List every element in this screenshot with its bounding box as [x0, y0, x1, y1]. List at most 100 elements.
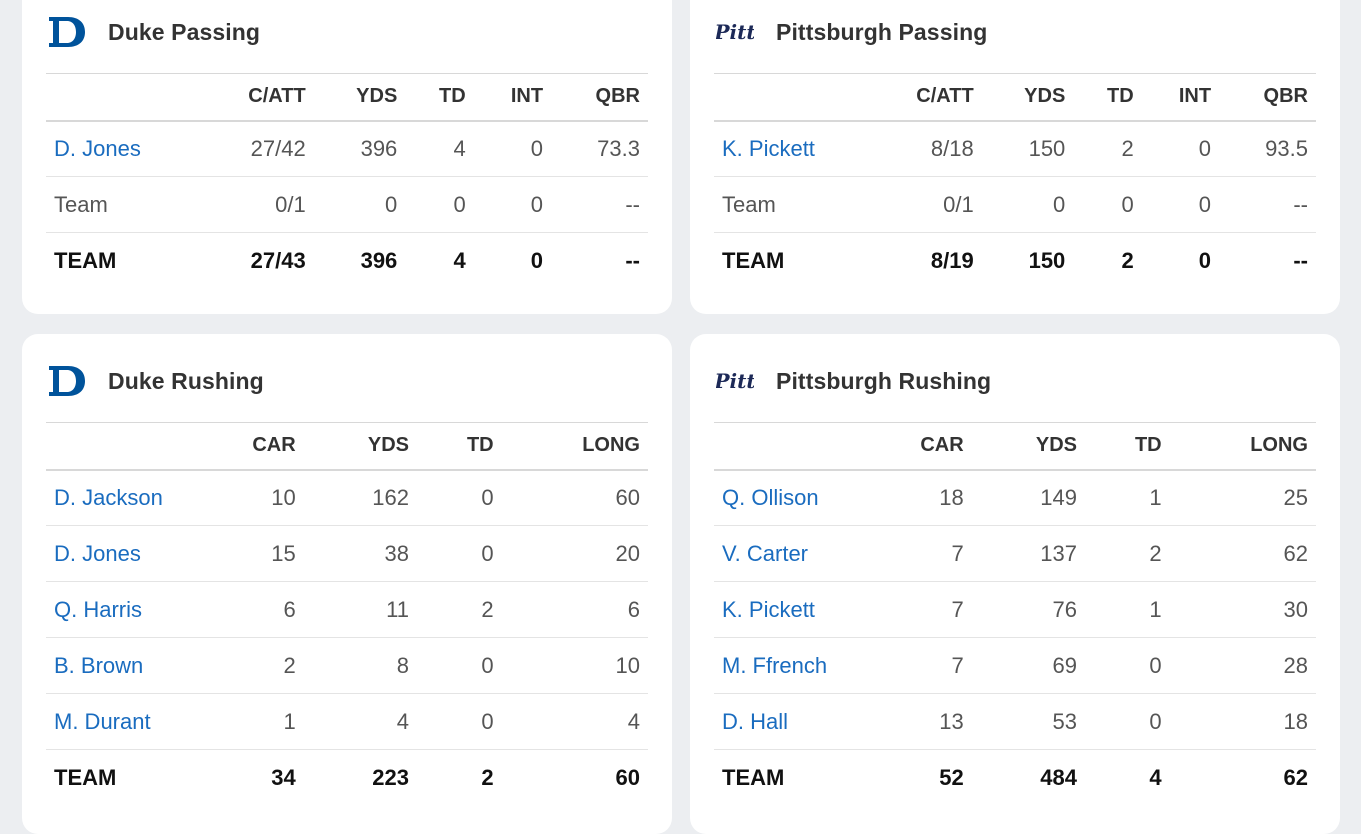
duke-rushing-card: Duke Rushing CAR YDS TD LONG D. Jackson …	[22, 334, 672, 834]
stat-cell: 4	[405, 120, 474, 177]
stat-cell: 0	[1085, 693, 1170, 750]
total-cell: 4	[1149, 764, 1162, 790]
column-header: CAR	[186, 422, 304, 471]
player-link[interactable]: K. Pickett	[722, 135, 815, 161]
player-link[interactable]: B. Brown	[54, 652, 144, 678]
player-link[interactable]: D. Jones	[54, 135, 141, 161]
total-cell: --	[625, 247, 640, 273]
pitt-logo-icon: Pitt	[716, 16, 754, 48]
stat-cell: 38	[303, 525, 417, 582]
table-row: D. Hall 13 53 0 18	[714, 693, 1316, 750]
column-header-name	[46, 422, 186, 471]
stat-cell: 150	[981, 120, 1074, 177]
player-link[interactable]: D. Hall	[722, 708, 789, 734]
duke-logo-icon	[48, 16, 86, 48]
stat-cell: 10	[501, 637, 648, 694]
table-row: B. Brown 2 8 0 10	[46, 637, 648, 694]
duke-passing-card: Duke Passing C/ATT YDS TD INT QBR D. Jon…	[22, 0, 672, 314]
stat-cell: 4	[501, 693, 648, 750]
stat-cell: 8	[303, 637, 417, 694]
player-name-cell: M. Ffrench	[714, 637, 854, 694]
total-cell: 484	[1040, 764, 1077, 790]
player-link[interactable]: D. Jones	[54, 540, 141, 566]
column-header: TD	[417, 422, 502, 471]
stat-cell: 0	[405, 176, 474, 233]
stat-cell: 7	[854, 525, 972, 582]
stat-cell: 0	[313, 176, 406, 233]
player-name-cell: K. Pickett	[714, 581, 854, 638]
player-name-cell: V. Carter	[714, 525, 854, 582]
column-header: QBR	[551, 73, 648, 122]
stat-cell: 0	[1085, 637, 1170, 694]
pitt-logo-icon: Pitt	[716, 365, 754, 397]
stat-cell: 69	[971, 637, 1085, 694]
column-header-name	[714, 422, 854, 471]
total-cell: 62	[1283, 764, 1308, 790]
stat-cell: 0	[417, 693, 502, 750]
column-header: YDS	[303, 422, 417, 471]
stat-cell: --	[1219, 176, 1316, 233]
player-name-cell: B. Brown	[46, 637, 186, 694]
stat-cell: 10	[186, 469, 304, 526]
stat-cell: 30	[1169, 581, 1316, 638]
table-row: Q. Ollison 18 149 1 25	[714, 469, 1316, 526]
stat-cell: 137	[971, 525, 1085, 582]
table-row: Team 0/1 0 0 0 --	[46, 176, 648, 233]
card-header: Pitt Pittsburgh Rushing	[716, 363, 991, 399]
total-label: TEAM	[722, 247, 785, 273]
column-header: LONG	[501, 422, 648, 471]
player-link[interactable]: V. Carter	[722, 540, 809, 566]
player-name-cell: K. Pickett	[714, 120, 864, 177]
player-name-cell: Q. Ollison	[714, 469, 854, 526]
header-row: C/ATT YDS TD INT QBR	[714, 73, 1316, 122]
total-cell: 52	[939, 764, 964, 790]
stat-cell: 2	[186, 637, 304, 694]
player-link[interactable]: K. Pickett	[722, 596, 815, 622]
stat-cell: 93.5	[1219, 120, 1316, 177]
table-row: Team 0/1 0 0 0 --	[714, 176, 1316, 233]
player-link[interactable]: Q. Harris	[54, 596, 142, 622]
column-header: CAR	[854, 422, 972, 471]
card-title: Pittsburgh Passing	[776, 18, 988, 45]
card-title: Pittsburgh Rushing	[776, 367, 992, 394]
svg-text:Pitt: Pitt	[716, 369, 754, 393]
stat-cell: 15	[186, 525, 304, 582]
stat-cell: 149	[971, 469, 1085, 526]
stat-cell: 0	[417, 637, 502, 694]
player-name-cell: D. Jackson	[46, 469, 186, 526]
column-header-name	[714, 73, 864, 122]
column-header: C/ATT	[864, 73, 982, 122]
total-row: TEAM 52 484 4 62	[714, 750, 1316, 806]
player-link[interactable]: D. Jackson	[54, 484, 163, 510]
column-header: YDS	[981, 73, 1074, 122]
card-header: Duke Passing	[48, 14, 260, 50]
player-link[interactable]: M. Ffrench	[722, 652, 828, 678]
player-link[interactable]: Q. Ollison	[722, 484, 819, 510]
column-header: TD	[1073, 73, 1142, 122]
total-cell: --	[1293, 247, 1308, 273]
stat-cell: 6	[501, 581, 648, 638]
total-cell: 60	[615, 764, 640, 790]
table-row: M. Durant 1 4 0 4	[46, 693, 648, 750]
stat-cell: 162	[303, 469, 417, 526]
stats-table: CAR YDS TD LONG D. Jackson 10 162 0 60 D…	[46, 422, 648, 806]
player-name-cell: D. Jones	[46, 120, 196, 177]
stat-cell: 60	[501, 469, 648, 526]
stat-cell: 0	[417, 469, 502, 526]
table-row: D. Jones 15 38 0 20	[46, 525, 648, 582]
svg-text:Pitt: Pitt	[716, 20, 754, 44]
stat-cell: 0	[1073, 176, 1142, 233]
stats-table: CAR YDS TD LONG Q. Ollison 18 149 1 25 V…	[714, 422, 1316, 806]
total-cell: 150	[1028, 247, 1066, 273]
stat-cell: 0	[473, 120, 552, 177]
stat-cell: 0	[1141, 120, 1220, 177]
stat-cell: 73.3	[551, 120, 648, 177]
player-link[interactable]: M. Durant	[54, 708, 151, 734]
column-header-name	[46, 73, 196, 122]
total-cell: 2	[481, 764, 494, 790]
total-cell: 27/43	[250, 247, 306, 273]
column-header: INT	[473, 73, 552, 122]
total-label: TEAM	[54, 764, 117, 790]
total-cell: 2	[1121, 247, 1134, 273]
team-name-cell: Team	[46, 176, 196, 233]
